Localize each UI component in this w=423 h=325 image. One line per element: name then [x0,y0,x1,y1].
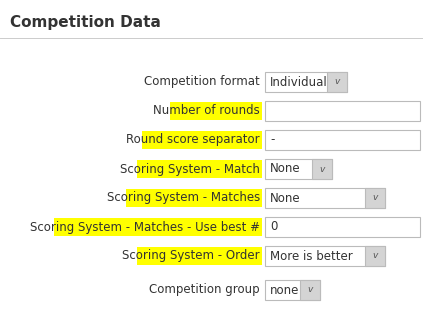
Bar [300,280,320,300]
Bar [265,130,420,150]
Text: Number of rounds: Number of rounds [153,105,260,118]
Text: More is better: More is better [270,250,353,263]
Text: v: v [319,164,325,174]
Bar [170,102,262,120]
Text: Competition group: Competition group [149,283,260,296]
Bar [265,217,420,237]
Text: Individual: Individual [270,75,328,88]
Text: -: - [270,134,275,147]
Bar [126,189,262,207]
Bar [365,246,385,266]
Text: 0: 0 [270,220,277,233]
Text: Scoring System - Match: Scoring System - Match [120,162,260,176]
Bar [55,218,262,236]
Bar [265,188,385,208]
Text: Scoring System - Matches - Use best #: Scoring System - Matches - Use best # [30,220,260,233]
Bar [365,188,385,208]
Bar [265,159,332,179]
Text: None: None [270,191,301,204]
Text: Scoring System - Matches: Scoring System - Matches [107,191,260,204]
Text: Competition format: Competition format [144,75,260,88]
Text: none: none [270,283,299,296]
Text: v: v [334,77,340,86]
Text: v: v [372,193,378,202]
Bar [312,159,332,179]
Text: Scoring System - Order: Scoring System - Order [122,250,260,263]
Bar [265,246,385,266]
Text: v: v [372,252,378,261]
Bar [265,101,420,121]
Bar [265,280,320,300]
Bar [137,160,262,178]
Text: Round score separator: Round score separator [126,134,260,147]
Text: None: None [270,162,301,176]
Text: v: v [308,285,313,294]
Bar [137,247,262,265]
Bar [143,131,262,149]
Bar [327,72,347,92]
Text: Competition Data: Competition Data [10,15,161,30]
Bar [265,72,347,92]
